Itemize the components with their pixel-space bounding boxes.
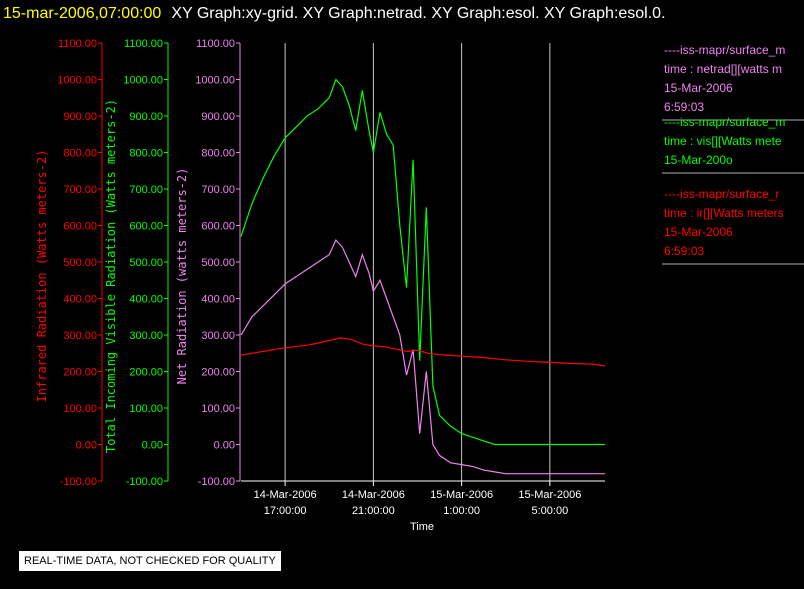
legend-ir-line-0: ----iss-mapr/surface_r <box>664 187 779 201</box>
vis-axis-title: Total Incoming Visible Radiation (Watts … <box>104 99 118 453</box>
legend-vis-line-1: time : vis[][Watts mete <box>664 134 782 148</box>
vis-y-tick-label: 0.00 <box>142 440 163 452</box>
x-tick-label-date: 15-Mar-2006 <box>518 489 581 501</box>
ir-axis-title: Infrared Radiation (Watts meters-2) <box>35 150 49 403</box>
vis-y-tick-label: 400.00 <box>129 294 163 306</box>
ir-y-tick-label: 1100.00 <box>58 38 97 50</box>
legend-vis-line-0: ----iss-mapr/surface_m <box>664 115 785 129</box>
ir-y-tick-label: 0.00 <box>76 440 97 452</box>
ir-y-tick-label: 400.00 <box>63 294 97 306</box>
vis-y-tick-label: 600.00 <box>129 221 163 233</box>
title-graphs: XY Graph:xy-grid. XY Graph:netrad. XY Gr… <box>171 5 666 22</box>
net-axis-title: Net Radiation (watts meters-2) <box>175 168 189 385</box>
series-line-vis <box>240 78 605 446</box>
ir-y-tick-label: 600.00 <box>63 221 97 233</box>
ir-y-tick-label: 900.00 <box>63 111 97 123</box>
net-y-tick-label: 100.00 <box>201 403 235 415</box>
ir-y-tick-label: 1000.00 <box>57 75 97 87</box>
quality-disclaimer: REAL-TIME DATA, NOT CHECKED FOR QUALITY <box>19 551 281 571</box>
vis-y-tick-label: 800.00 <box>129 148 163 160</box>
ir-y-tick-label: 200.00 <box>63 367 97 379</box>
vis-y-tick-label: 200.00 <box>129 367 163 379</box>
net-y-tick-label: 600.00 <box>201 221 235 233</box>
vis-y-tick-label: -100.00 <box>126 476 163 488</box>
ir-y-tick-label: 700.00 <box>63 184 97 196</box>
ir-y-tick-label: 500.00 <box>63 257 97 269</box>
legend-net-line-1: time : netrad[][watts m <box>664 62 782 76</box>
ir-y-tick-label: -100.00 <box>60 476 97 488</box>
net-y-tick-label: 1000.00 <box>195 75 235 87</box>
ir-y-tick-label: 800.00 <box>63 148 97 160</box>
net-y-tick-label: -100.00 <box>198 476 235 488</box>
vis-y-tick-label: 1100.00 <box>124 38 163 50</box>
vis-y-tick-label: 900.00 <box>129 111 163 123</box>
vis-y-tick-label: 100.00 <box>129 403 163 415</box>
vis-y-tick-label: 500.00 <box>129 257 163 269</box>
net-y-tick-label: 0.00 <box>214 440 235 452</box>
ir-y-tick-label: 100.00 <box>63 403 97 415</box>
net-y-tick-label: 1100.00 <box>196 38 235 50</box>
vis-y-tick-label: 1000.00 <box>123 75 163 87</box>
net-y-tick-label: 500.00 <box>201 257 235 269</box>
ir-y-tick-label: 300.00 <box>63 330 97 342</box>
title-datetime: 15-mar-2006,07:00:00 <box>3 5 162 22</box>
x-tick-label-date: 14-Mar-2006 <box>342 489 405 501</box>
net-y-tick-label: 200.00 <box>201 367 235 379</box>
legend-net-line-3: 6:59:03 <box>664 100 704 114</box>
net-y-tick-label: 700.00 <box>201 184 235 196</box>
legend-net-line-2: 15-Mar-2006 <box>664 81 733 95</box>
legend-net-line-0: ----iss-mapr/surface_m <box>664 43 785 57</box>
vis-y-tick-label: 300.00 <box>129 330 163 342</box>
x-tick-label-time: 1:00:00 <box>443 505 480 517</box>
legend-ir-line-1: time : ir[][Watts meters <box>664 206 784 220</box>
x-tick-label-date: 14-Mar-2006 <box>254 489 317 501</box>
series-line-ir <box>240 337 606 367</box>
x-axis-title: Time <box>410 521 434 533</box>
legend-ir-line-3: 6:59:03 <box>664 244 704 258</box>
x-tick-label-time: 17:00:00 <box>264 505 307 517</box>
net-y-tick-label: 900.00 <box>201 111 235 123</box>
series-line-net <box>240 239 605 475</box>
x-tick-label-time: 21:00:00 <box>352 505 395 517</box>
x-tick-label-date: 15-Mar-2006 <box>430 489 493 501</box>
vis-y-tick-label: 700.00 <box>129 184 163 196</box>
legend-ir-line-2: 15-Mar-2006 <box>664 225 733 239</box>
legend-vis-line-2: 15-Mar-200o <box>664 153 733 167</box>
net-y-tick-label: 400.00 <box>201 294 235 306</box>
title-bar: 15-mar-2006,07:00:00 XY Graph:xy-grid. XY… <box>0 0 804 30</box>
net-y-tick-label: 300.00 <box>201 330 235 342</box>
x-tick-label-time: 5:00:00 <box>531 505 568 517</box>
net-y-tick-label: 800.00 <box>201 148 235 160</box>
